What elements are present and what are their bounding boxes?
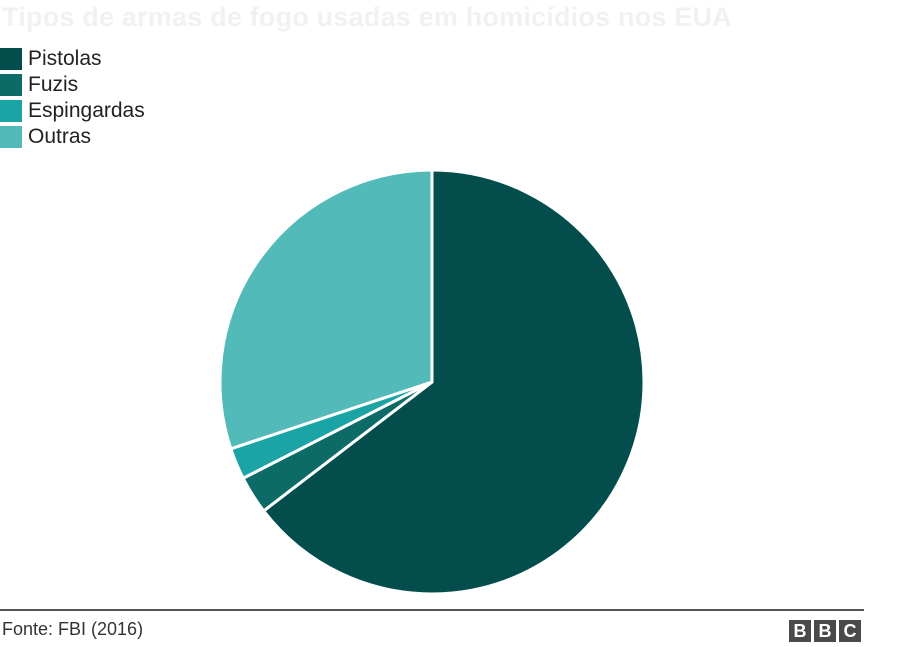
bbc-logo-letter: C	[839, 620, 861, 642]
legend-item-outras: Outras	[0, 124, 145, 150]
pie-slice-outras	[218, 168, 434, 451]
legend-swatch-outras	[0, 126, 22, 148]
bbc-logo: B B C	[789, 620, 861, 642]
source-note: Fonte: FBI (2016)	[2, 619, 144, 639]
legend-swatch-espingardas	[0, 100, 22, 122]
chart-title: Tipos de armas de fogo usadas em homicíd…	[2, 2, 732, 32]
legend-label-pistolas: Pistolas	[28, 47, 102, 70]
legend-item-fuzis: Fuzis	[0, 72, 145, 98]
legend-item-pistolas: Pistolas	[0, 46, 145, 72]
bbc-logo-letter: B	[789, 620, 811, 642]
legend-item-espingardas: Espingardas	[0, 98, 145, 124]
legend-label-outras: Outras	[28, 125, 92, 148]
bbc-logo-letter: B	[814, 620, 836, 642]
legend: Pistolas Fuzis Espingardas Outras	[0, 46, 145, 150]
pie-slice-pistolas	[262, 168, 646, 596]
legend-label-fuzis: Fuzis	[28, 73, 79, 96]
legend-swatch-pistolas	[0, 48, 22, 70]
legend-swatch-fuzis	[0, 74, 22, 96]
legend-label-espingardas: Espingardas	[28, 99, 145, 122]
footer-divider	[0, 609, 864, 611]
